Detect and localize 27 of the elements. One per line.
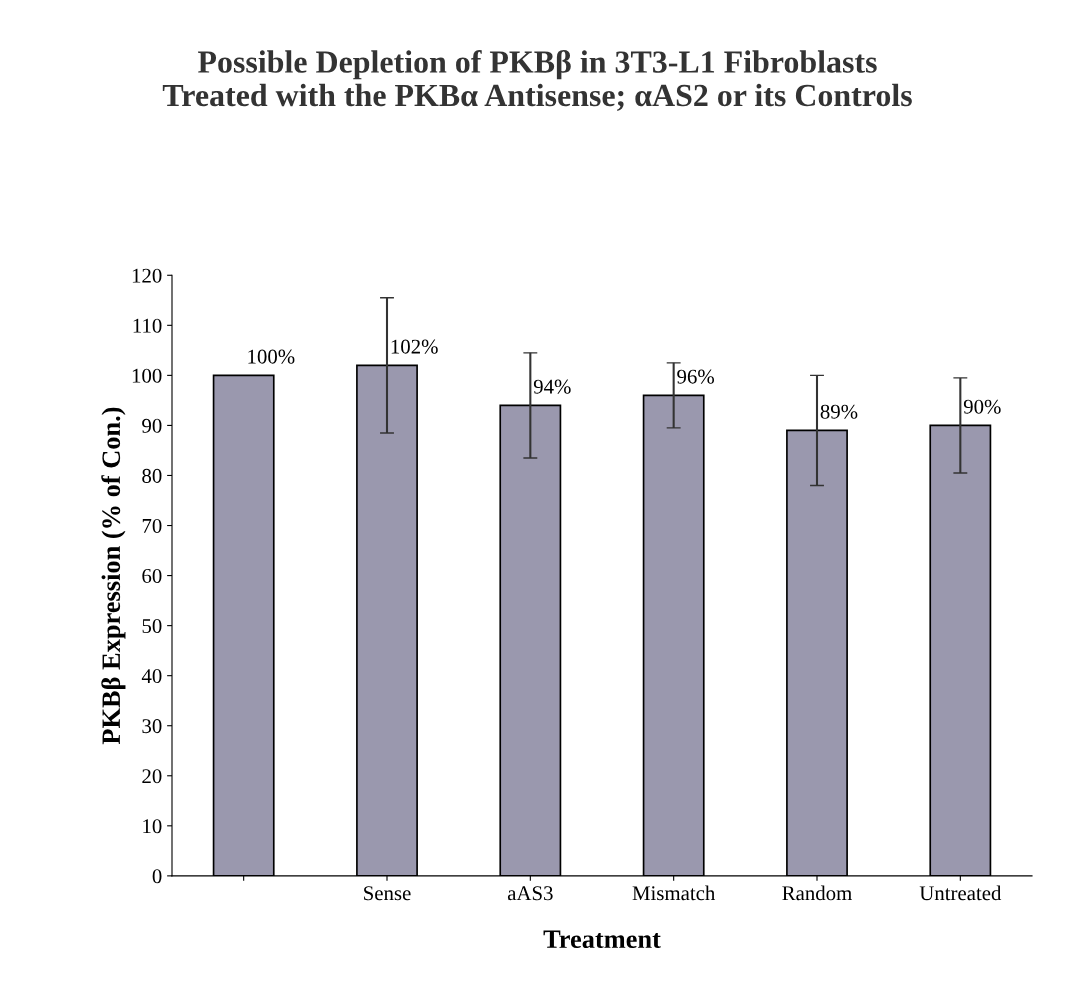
chart-title: Possible Depletion of PKBβ in 3T3-L1 Fibroblasts Treated with the PKBα Antisense; αAS2 or its Controls [162,50,912,111]
x-tick-label: Sense [364,886,411,901]
data-label: 100% [248,349,295,364]
y-tick-label: 10 [143,819,162,834]
y-tick-label: 20 [142,769,162,784]
y-tick-label: 40 [141,669,162,684]
x-tick-label: Random [782,885,852,901]
x-tick-label: Untreated [919,885,1002,901]
y-tick-label: 60 [142,568,162,584]
data-label: 96% [677,369,715,384]
data-label: 94% [533,379,571,394]
data-label: 102% [391,339,438,354]
y-tick-label: 100 [132,368,162,383]
x-tick-label: Mismatch [632,885,716,901]
y-tick-label: 70 [142,518,162,533]
y-tick-label: 0 [152,869,162,884]
y-tick-label: 90 [142,418,162,433]
y-tick-label: 110 [133,318,162,333]
x-axis-title: Treatment [543,930,661,949]
data-label: 89% [820,404,858,419]
x-tick-label: aAS3 [507,886,553,901]
y-axis-title: PKBβ Expression (% of Con.) [101,407,126,745]
data-label: 90% [963,399,1001,414]
y-tick-label: 30 [142,719,162,734]
y-tick-label: 80 [142,468,162,483]
y-tick-label: 120 [132,268,162,283]
y-tick-label: 50 [142,619,162,634]
